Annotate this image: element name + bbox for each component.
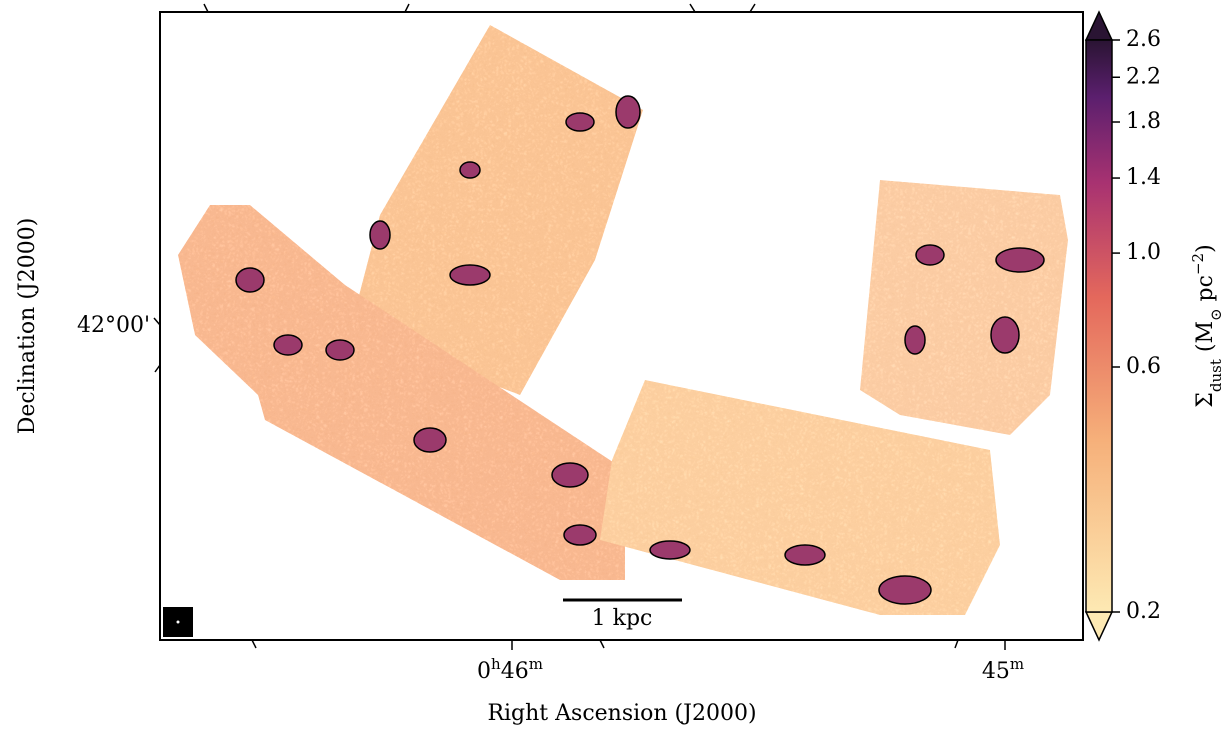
colorbar-tick-label: 0.6 <box>1126 354 1161 379</box>
superscript: h <box>491 655 501 673</box>
label-part: ⊙ <box>1207 308 1225 321</box>
colorbar <box>1086 12 1112 640</box>
beam <box>177 621 180 624</box>
colorbar-tick-label: 1.8 <box>1126 109 1161 134</box>
colorbar-extend-top <box>1086 12 1112 40</box>
colorbar-tick-label: 2.2 <box>1126 64 1161 89</box>
label-part: dust <box>1207 359 1225 392</box>
label-part: Σ <box>1193 392 1218 408</box>
colorbar-tick-label: 1.0 <box>1126 240 1161 265</box>
tick-text: 0 <box>477 659 491 684</box>
scale-bar-label: 1 kpc <box>592 606 653 631</box>
y-axis-label: Declination (J2000) <box>15 218 40 435</box>
y-tick-label: 42°00' <box>77 313 150 338</box>
figure: 1 kpc 0h46m 45m 42°00' Right Ascension (… <box>0 0 1227 727</box>
x-tick-label: 0h46m <box>477 655 543 684</box>
x-axis-label: Right Ascension (J2000) <box>487 701 756 726</box>
label-part: −2 <box>1189 253 1207 275</box>
colorbar-label: Σdust (M⊙ pc−2) <box>1189 244 1225 407</box>
colorbar-body <box>1086 40 1112 612</box>
tick-text: 46 <box>501 659 529 684</box>
label-part: (M <box>1193 321 1218 359</box>
colorbar-extend-bottom <box>1086 612 1112 640</box>
superscript: m <box>1010 655 1024 673</box>
x-tick-label: 45m <box>982 655 1024 684</box>
colorbar-tick-label: 2.6 <box>1126 27 1161 52</box>
colorbar-tick-label: 1.4 <box>1126 165 1161 190</box>
tick-text: 45 <box>982 659 1010 684</box>
colorbar-tick-label: 0.2 <box>1126 599 1161 624</box>
label-part: ) <box>1193 244 1218 253</box>
superscript: m <box>529 655 543 673</box>
label-part: pc <box>1193 275 1218 308</box>
